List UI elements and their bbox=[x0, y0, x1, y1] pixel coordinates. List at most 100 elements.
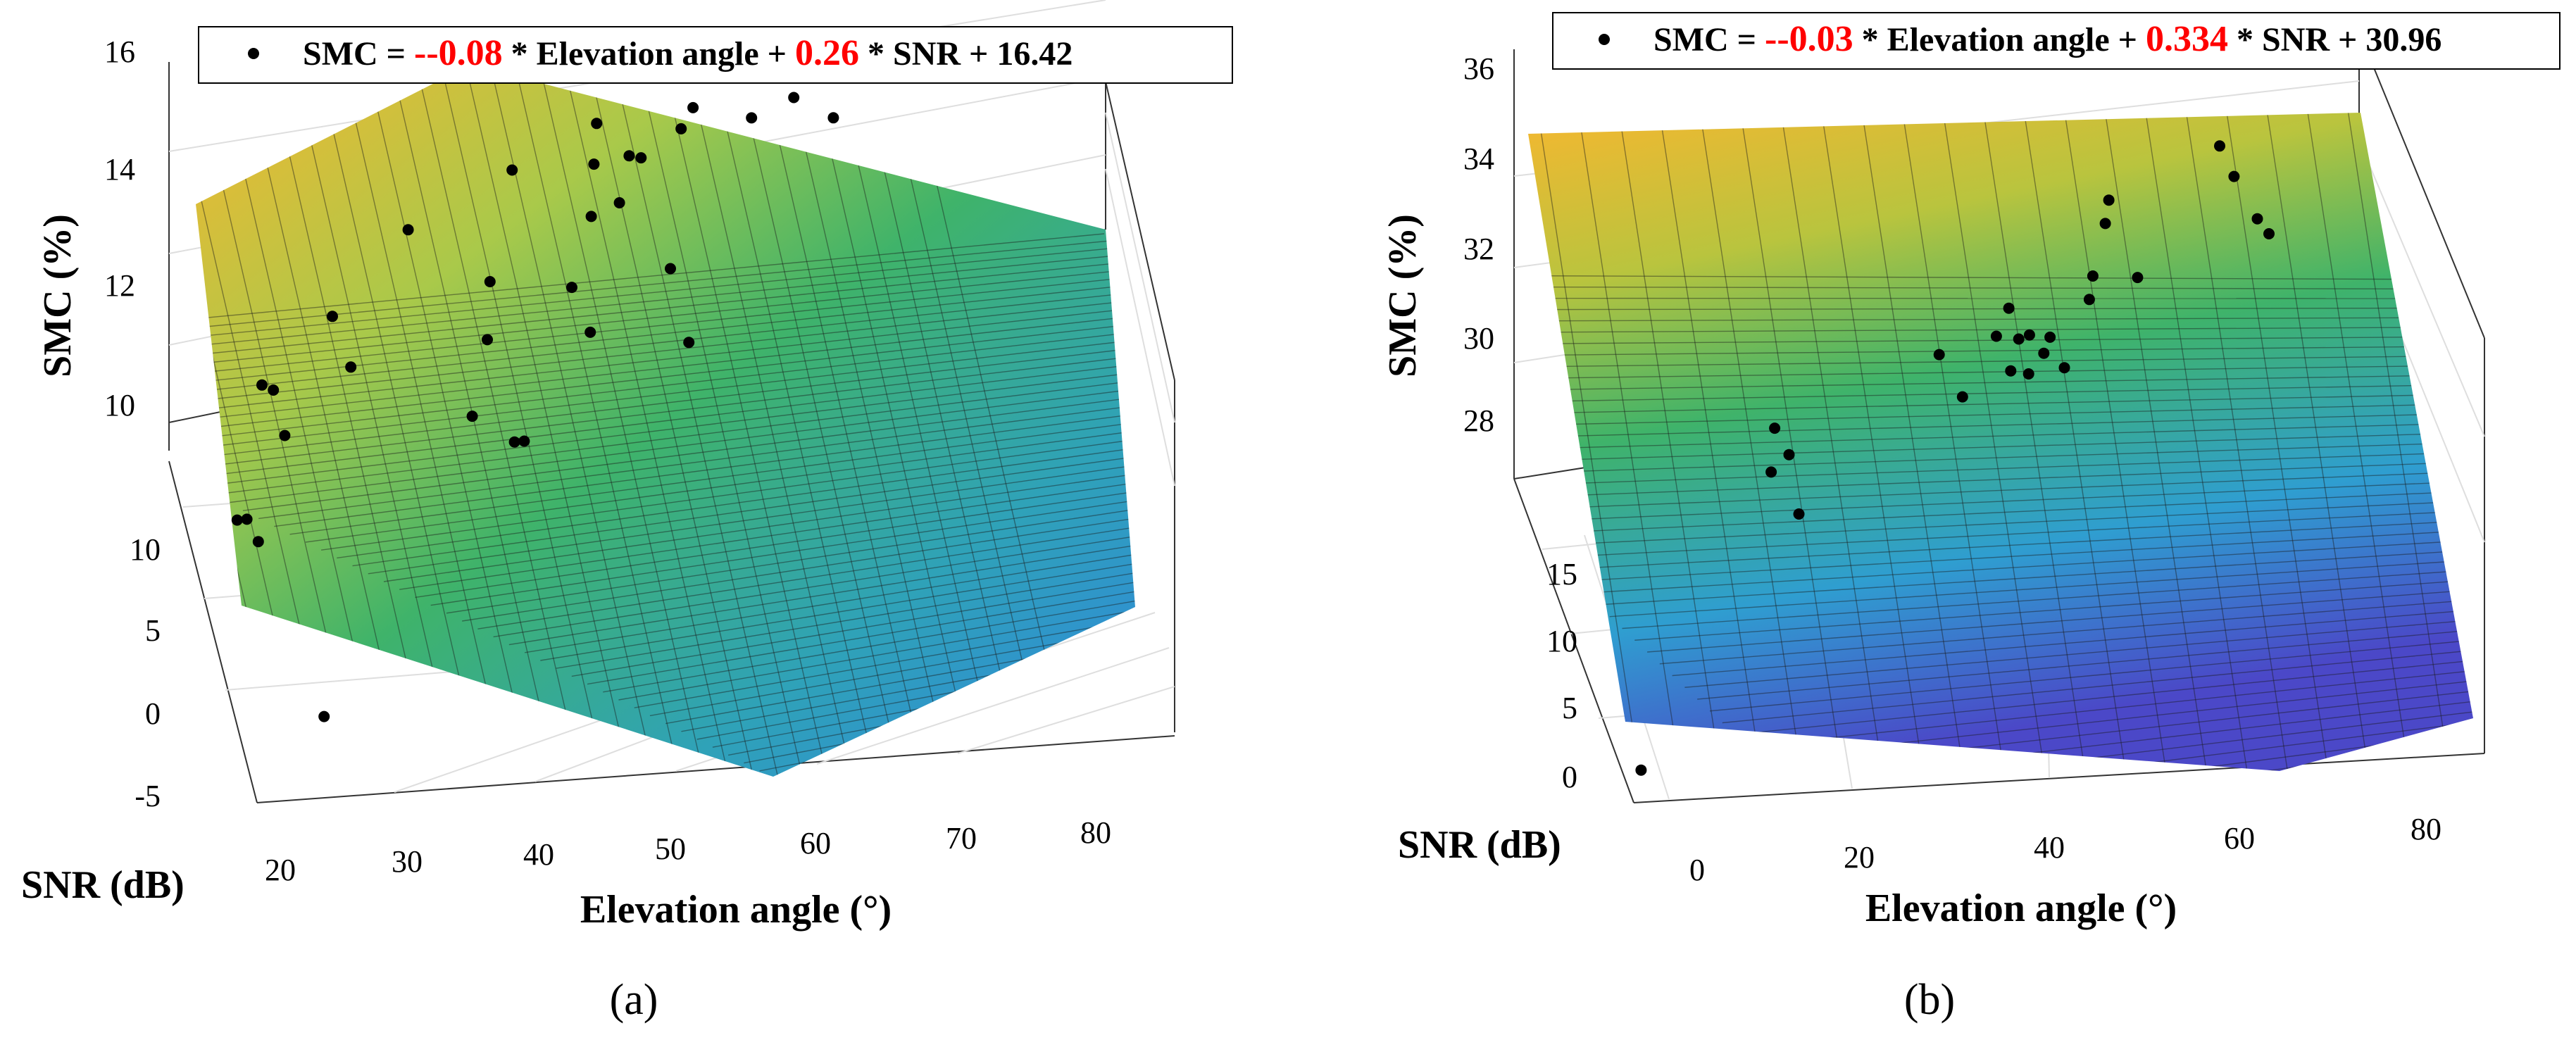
data-point bbox=[2003, 303, 2015, 314]
z-tick-label: 16 bbox=[104, 35, 135, 69]
panel-b: 28 30 32 34 36 SMC (%) 0 5 10 15 SNR (dB… bbox=[1246, 0, 2576, 1024]
data-point bbox=[2103, 194, 2115, 206]
z-axis-label-a: SMC (%) bbox=[36, 214, 80, 377]
z-tick-label: 36 bbox=[1463, 51, 1494, 86]
data-point bbox=[253, 536, 264, 547]
data-point bbox=[788, 92, 799, 104]
x-tick-label: 80 bbox=[2411, 812, 2441, 846]
data-point bbox=[635, 152, 646, 163]
data-point bbox=[2084, 294, 2095, 305]
x-tick-label: 50 bbox=[655, 832, 686, 866]
y-tick-label: 5 bbox=[145, 613, 161, 648]
data-point bbox=[1957, 391, 1968, 403]
data-point bbox=[1934, 349, 1945, 361]
y-ticks-b: 0 5 10 15 bbox=[1546, 557, 1577, 794]
caption-a: (a) bbox=[610, 976, 658, 1024]
x-tick-label: 70 bbox=[946, 821, 977, 856]
data-point bbox=[665, 263, 676, 275]
x-axis-label-b: Elevation angle (°) bbox=[1865, 886, 2177, 930]
data-point bbox=[518, 436, 530, 447]
x-ticks-a: 20 30 40 50 60 70 80 bbox=[265, 815, 1111, 887]
legend-equation-a: SMC = --0.08 * Elevation angle + 0.26 * … bbox=[303, 33, 1073, 73]
data-point bbox=[2013, 334, 2025, 345]
x-tick-label: 60 bbox=[800, 826, 831, 860]
data-point bbox=[1769, 422, 1780, 434]
y-tick-label: 0 bbox=[1562, 760, 1577, 794]
data-point bbox=[509, 437, 520, 448]
data-point bbox=[588, 158, 599, 170]
data-point bbox=[327, 311, 338, 322]
legend-b: SMC = --0.03 * Elevation angle + 0.334 *… bbox=[1553, 13, 2560, 69]
data-point bbox=[2252, 213, 2263, 225]
data-point bbox=[746, 112, 757, 123]
data-point bbox=[2100, 218, 2111, 229]
data-point bbox=[232, 515, 243, 526]
data-point bbox=[2132, 272, 2143, 283]
data-point bbox=[467, 411, 478, 422]
data-point bbox=[1794, 508, 1805, 520]
data-point bbox=[687, 102, 699, 113]
data-point bbox=[268, 384, 279, 396]
data-point bbox=[345, 361, 356, 372]
data-point bbox=[566, 282, 577, 293]
surface-mesh-line bbox=[1972, 775, 2576, 959]
x-tick-label: 40 bbox=[2034, 830, 2065, 865]
panel-a: 10 12 14 16 SMC (%) -5 0 5 10 SNR (dB) 2… bbox=[0, 0, 1769, 1024]
data-point bbox=[2059, 362, 2070, 373]
x-tick-label: 20 bbox=[1844, 840, 1875, 875]
y-axis-label-b: SNR (dB) bbox=[1398, 823, 1561, 867]
data-point bbox=[2044, 332, 2056, 343]
data-point bbox=[683, 337, 694, 348]
y-tick-label: 0 bbox=[145, 696, 161, 731]
x-tick-label: 30 bbox=[392, 844, 423, 879]
data-point bbox=[2038, 348, 2049, 359]
z-tick-label: 30 bbox=[1463, 321, 1494, 356]
data-point bbox=[318, 711, 330, 722]
legend-marker-a bbox=[248, 48, 259, 59]
legend-equation-b: SMC = --0.03 * Elevation angle + 0.334 *… bbox=[1653, 19, 2441, 59]
data-point bbox=[2263, 228, 2275, 239]
z-ticks-a: 10 12 14 16 bbox=[104, 35, 135, 422]
y-ticks-a: -5 0 5 10 bbox=[130, 532, 161, 813]
data-point bbox=[827, 112, 839, 123]
data-point bbox=[279, 430, 290, 441]
z-axis-label-b: SMC (%) bbox=[1381, 214, 1425, 377]
data-point bbox=[1765, 466, 1777, 477]
x-tick-label: 60 bbox=[2224, 821, 2255, 856]
legend-a: SMC = --0.08 * Elevation angle + 0.26 * … bbox=[199, 27, 1232, 83]
data-point bbox=[484, 276, 496, 287]
data-point bbox=[242, 513, 253, 525]
data-point bbox=[2214, 140, 2225, 151]
x-ticks-b: 0 20 40 60 80 bbox=[1689, 812, 2441, 887]
y-tick-label: 10 bbox=[130, 532, 161, 567]
data-point bbox=[2228, 171, 2239, 182]
y-axis-label-a: SNR (dB) bbox=[21, 863, 185, 907]
data-point bbox=[584, 327, 596, 338]
data-point bbox=[1991, 331, 2002, 342]
z-tick-label: 28 bbox=[1463, 403, 1494, 438]
z-tick-label: 10 bbox=[104, 388, 135, 422]
data-point bbox=[2023, 368, 2034, 380]
x-tick-label: 20 bbox=[265, 853, 296, 887]
surface-mesh-line bbox=[2537, 21, 2576, 936]
caption-b: (b) bbox=[1904, 976, 1955, 1024]
z-tick-label: 14 bbox=[104, 152, 135, 187]
x-tick-label: 80 bbox=[1080, 815, 1111, 850]
data-point bbox=[256, 380, 268, 391]
y-tick-label: 5 bbox=[1562, 691, 1577, 725]
z-tick-label: 12 bbox=[104, 268, 135, 303]
data-point bbox=[591, 118, 602, 129]
data-point bbox=[586, 211, 597, 222]
z-ticks-b: 28 30 32 34 36 bbox=[1463, 51, 1494, 438]
surface-mesh-line bbox=[1985, 784, 2576, 970]
y-tick-label: 10 bbox=[1546, 624, 1577, 658]
data-point bbox=[2024, 330, 2035, 341]
data-point bbox=[675, 123, 687, 134]
data-point bbox=[614, 197, 625, 208]
surface-mesh-line bbox=[1387, 0, 1528, 838]
data-point bbox=[623, 150, 634, 161]
data-point bbox=[2005, 365, 2016, 377]
z-tick-label: 32 bbox=[1463, 232, 1494, 266]
